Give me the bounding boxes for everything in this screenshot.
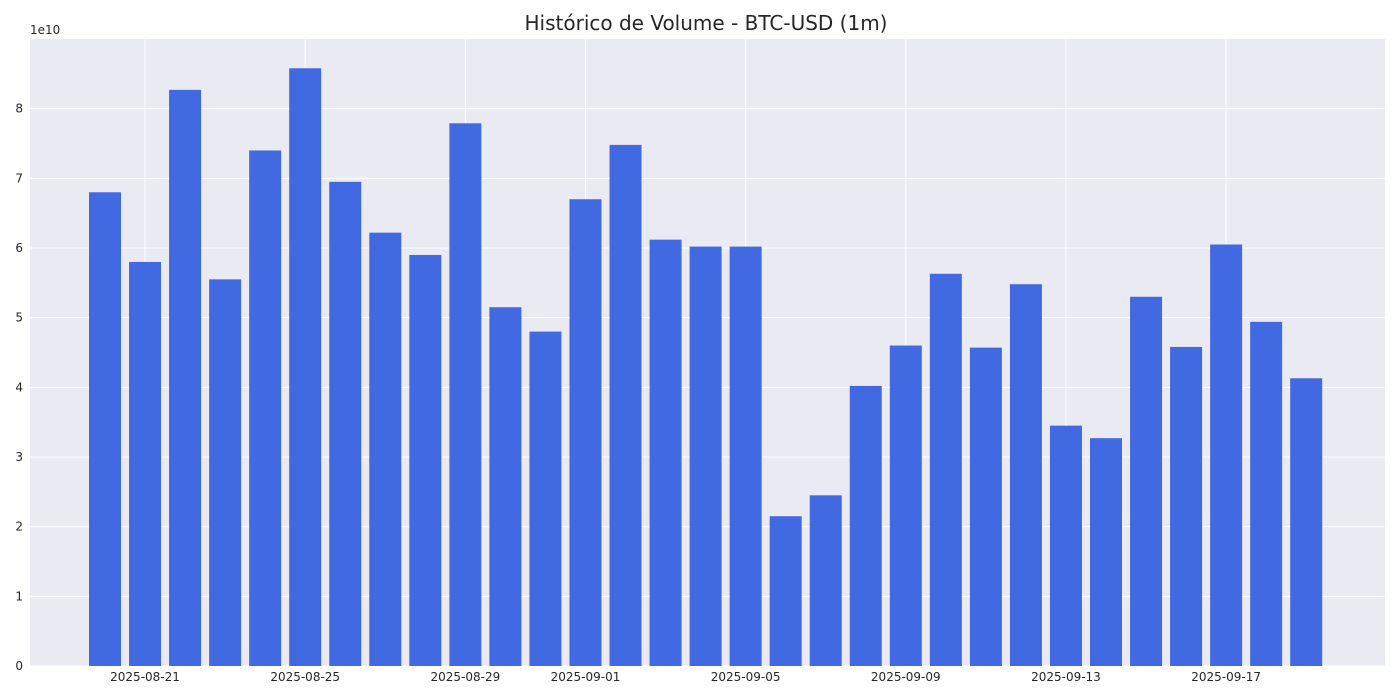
- x-tick-label: 2025-08-25: [270, 670, 340, 684]
- y-tick-label: 4: [15, 380, 23, 394]
- y-axis-offset-label: 1e10: [30, 23, 60, 37]
- x-tick-label: 2025-09-09: [871, 670, 941, 684]
- x-axis-ticks: 2025-08-21 2025-08-25 2025-08-29 2025-09-01…: [110, 670, 1261, 684]
- bar-2025-09-08: [849, 385, 882, 666]
- bar-2025-09-14: [1090, 438, 1122, 666]
- bar-2025-09-10: [929, 273, 962, 666]
- bar-2025-08-25: [289, 68, 322, 666]
- x-tick-label: 2025-09-17: [1191, 670, 1261, 684]
- y-tick-label: 6: [15, 241, 23, 255]
- bar-2025-08-23: [209, 279, 242, 666]
- y-tick-label: 0: [15, 659, 23, 673]
- bar-2025-08-28: [409, 254, 442, 666]
- bar-2025-08-27: [369, 232, 402, 666]
- bar-2025-09-13: [1049, 425, 1082, 666]
- bar-2025-08-29: [449, 123, 482, 666]
- y-tick-label: 1: [15, 589, 23, 603]
- bar-2025-09-09: [889, 345, 922, 666]
- y-tick-label: 5: [15, 311, 23, 325]
- bar-2025-08-31: [529, 331, 562, 666]
- bar-2025-09-17: [1210, 244, 1243, 666]
- x-tick-label: 2025-09-13: [1031, 670, 1101, 684]
- x-tick-label: 2025-09-05: [711, 670, 781, 684]
- x-tick-label: 2025-09-01: [551, 670, 621, 684]
- bar-2025-09-01: [569, 199, 602, 666]
- bars: [89, 68, 1323, 667]
- bar-2025-09-19: [1290, 378, 1323, 666]
- bar-2025-09-18: [1250, 321, 1283, 666]
- bar-2025-09-15: [1130, 296, 1163, 666]
- bar-2025-08-22: [169, 89, 202, 666]
- x-tick-label: 2025-08-21: [110, 670, 180, 684]
- bar-2025-09-16: [1170, 346, 1203, 666]
- bar-2025-08-30: [489, 307, 522, 666]
- y-tick-label: 7: [15, 171, 23, 185]
- bar-2025-08-26: [329, 181, 362, 667]
- y-tick-label: 3: [15, 450, 23, 464]
- y-axis-ticks: 0 1 2 3 4 5 6 7 8: [15, 102, 23, 673]
- bar-2025-09-02: [609, 144, 642, 667]
- y-tick-label: 2: [15, 520, 23, 534]
- bar-2025-08-21: [129, 261, 162, 666]
- bar-2025-09-06: [769, 516, 802, 666]
- bar-2025-08-24: [249, 150, 282, 666]
- bar-2025-09-11: [969, 347, 1002, 666]
- bar-2025-09-07: [809, 495, 842, 666]
- bar-2025-09-05: [729, 246, 762, 666]
- bar-2025-08-20: [89, 192, 121, 666]
- y-tick-label: 8: [15, 102, 23, 116]
- bar-2025-09-12: [1009, 284, 1042, 666]
- bar-2025-09-04: [689, 246, 722, 666]
- chart-title: Histórico de Volume - BTC-USD (1m): [525, 11, 888, 35]
- x-tick-label: 2025-08-29: [430, 670, 500, 684]
- bar-2025-09-03: [649, 239, 682, 666]
